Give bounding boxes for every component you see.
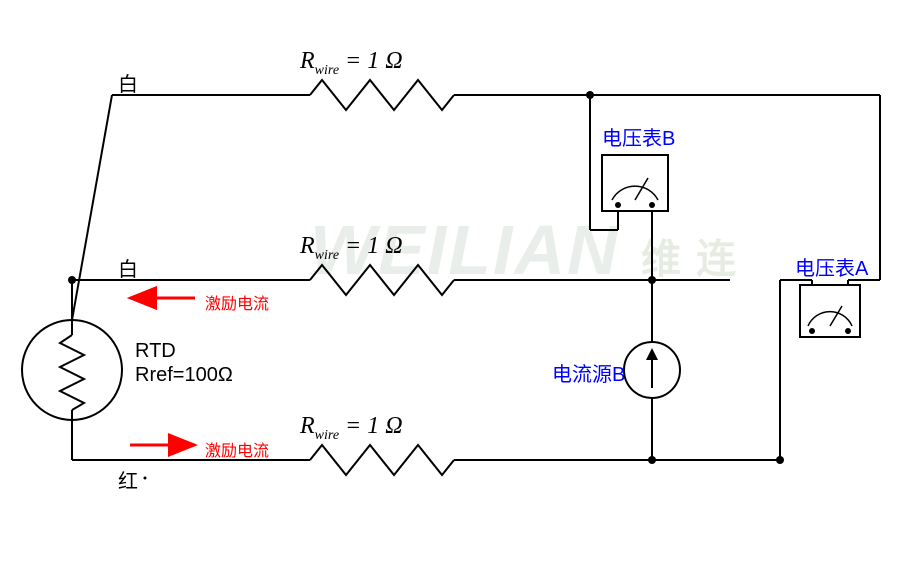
wire-bottom-color-label: 红 [118,465,138,494]
resistor-middle-label: Rwire = 1 Ω [300,233,403,264]
wire-top-color-label: 白 [118,68,138,97]
rtd-label-line1: RTD [135,340,176,363]
voltmeter-b-label: 电压表B [602,122,675,151]
resistor-top-label: Rwire = 1 Ω [300,48,403,79]
rtd-label-line2: Rref=100Ω [135,364,233,387]
excitation-current-label-bottom: 激励电流 [205,437,269,461]
voltmeter-a-label: 电压表A [795,252,868,281]
wire-middle-color-label: 白 [118,253,138,282]
resistor-bottom-label: Rwire = 1 Ω [300,413,403,444]
circuit-diagram: WEILIAN 维 连 [0,0,906,562]
current-source-label: 电流源B [552,358,625,387]
excitation-current-label-mid: 激励电流 [205,290,269,314]
